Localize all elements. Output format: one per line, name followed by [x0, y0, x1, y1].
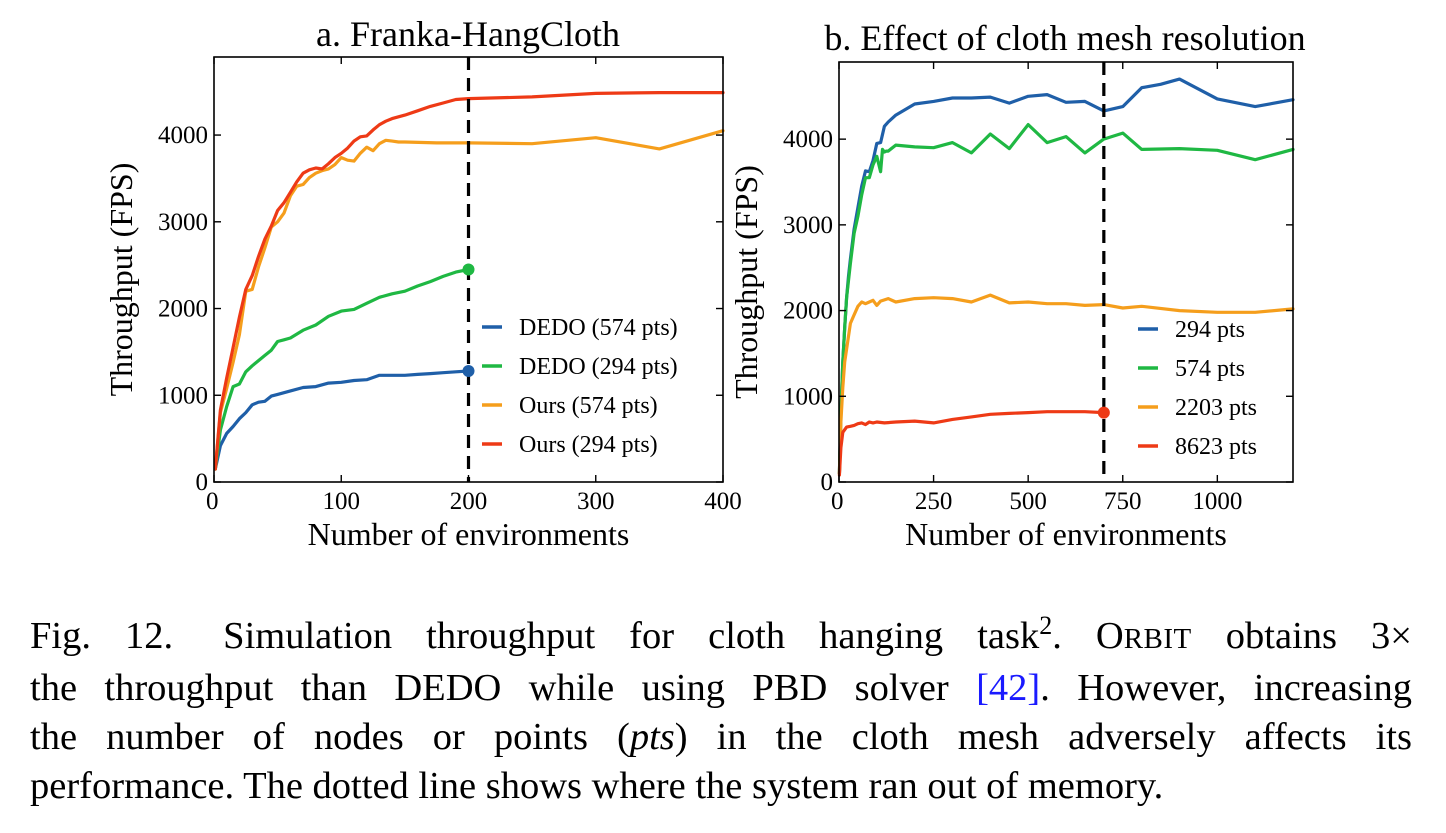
y-tick-label: 2000 — [783, 298, 833, 325]
pts-italic: pts — [629, 716, 675, 758]
y-tick-label: 0 — [821, 469, 834, 496]
legend-label-294-pts: 294 pts — [1175, 317, 1245, 343]
orbit-first-letter: O — [1095, 615, 1124, 657]
legend-label-ours-574-pts: Ours (574 pts) — [519, 393, 658, 419]
citation-link[interactable]: [42] — [976, 667, 1041, 709]
y-tick-label: 0 — [196, 469, 209, 496]
caption-text-2-end: . However, increasing — [1040, 667, 1412, 709]
end-marker-dedo-294-pts — [462, 263, 475, 276]
caption-line-1: Fig. 12. Simulation throughput for cloth … — [30, 612, 1412, 664]
x-tick-label: 200 — [450, 488, 488, 515]
chart-title: b. Effect of cloth mesh resolution — [824, 18, 1305, 58]
y-tick-label: 1000 — [158, 382, 208, 409]
chart-b: b. Effect of cloth mesh resolution 0 250 50… — [728, 18, 1306, 552]
y-axis-label: Throughput (FPS) — [103, 163, 139, 397]
caption-sep: . — [1052, 615, 1096, 657]
y-tick-label: 1000 — [783, 383, 833, 410]
chart-title: a. Franka-HangCloth — [316, 14, 620, 54]
series-line-8623-pts — [837, 410, 1106, 477]
y-axis-label: Throughput (FPS) — [728, 165, 764, 399]
x-tick-label: 750 — [1104, 488, 1142, 515]
caption-line-3: the number of nodes or points (pts) in t… — [30, 713, 1412, 762]
series-line-dedo-294-pts — [213, 267, 471, 471]
y-tick-label: 4000 — [158, 122, 208, 149]
x-tick-label: 1000 — [1192, 488, 1242, 515]
x-axis-label: Number of environments — [905, 516, 1227, 552]
caption-label: Fig. 12. — [30, 615, 174, 657]
x-tick-label: 500 — [1009, 488, 1047, 515]
x-axis-label: Number of environments — [308, 516, 630, 552]
end-marker-dedo-574-pts — [462, 364, 475, 377]
legend-label-2203-pts: 2203 pts — [1175, 395, 1257, 421]
y-tick-label: 3000 — [158, 209, 208, 236]
caption-line-2: the throughput than DEDO while using PBD… — [30, 664, 1412, 713]
legend-label-8623-pts: 8623 pts — [1175, 434, 1257, 460]
x-tick-label: 400 — [704, 488, 742, 515]
y-tick-label: 2000 — [158, 296, 208, 323]
caption-text-3-end: ) in the cloth mesh adversely affects it… — [674, 716, 1412, 758]
caption-text-1: Simulation throughput for cloth hanging … — [223, 615, 1040, 657]
legend-label-dedo-574-pts: DEDO (574 pts) — [519, 315, 678, 341]
series-line-2203-pts — [837, 293, 1295, 475]
caption-text-2: the throughput than DEDO while using PBD… — [30, 667, 977, 709]
x-tick-label: 250 — [915, 488, 953, 515]
end-marker-8623-pts — [1097, 406, 1110, 419]
figure-caption: Fig. 12. Simulation throughput for cloth … — [30, 612, 1412, 811]
series-line-ours-294-pts — [213, 90, 725, 471]
series-line-dedo-574-pts — [213, 369, 471, 471]
caption-text-1-end: obtains 3× — [1191, 615, 1413, 657]
x-tick-label: 100 — [323, 488, 361, 515]
caption-text-4: performance. The dotted line shows where… — [30, 765, 1164, 807]
series-line-574-pts — [837, 122, 1295, 475]
legend-label-ours-294-pts: Ours (294 pts) — [519, 432, 658, 458]
y-tick-label: 3000 — [783, 212, 833, 239]
orbit-small-caps: RBIT — [1123, 623, 1192, 655]
series-line-ours-574-pts — [213, 129, 725, 471]
caption-line-4: performance. The dotted line shows where… — [30, 762, 1412, 811]
legend-label-dedo-294-pts: DEDO (294 pts) — [519, 354, 678, 380]
y-tick-label: 4000 — [783, 126, 833, 153]
legend-label-574-pts: 574 pts — [1175, 356, 1245, 382]
caption-text-3: the number of nodes or points ( — [30, 716, 630, 758]
x-tick-label: 300 — [577, 488, 615, 515]
x-tick-label: 0 — [206, 488, 219, 515]
plot-frame — [838, 61, 1294, 483]
footnote-mark[interactable]: 2 — [1039, 611, 1053, 640]
x-tick-label: 0 — [831, 488, 844, 515]
